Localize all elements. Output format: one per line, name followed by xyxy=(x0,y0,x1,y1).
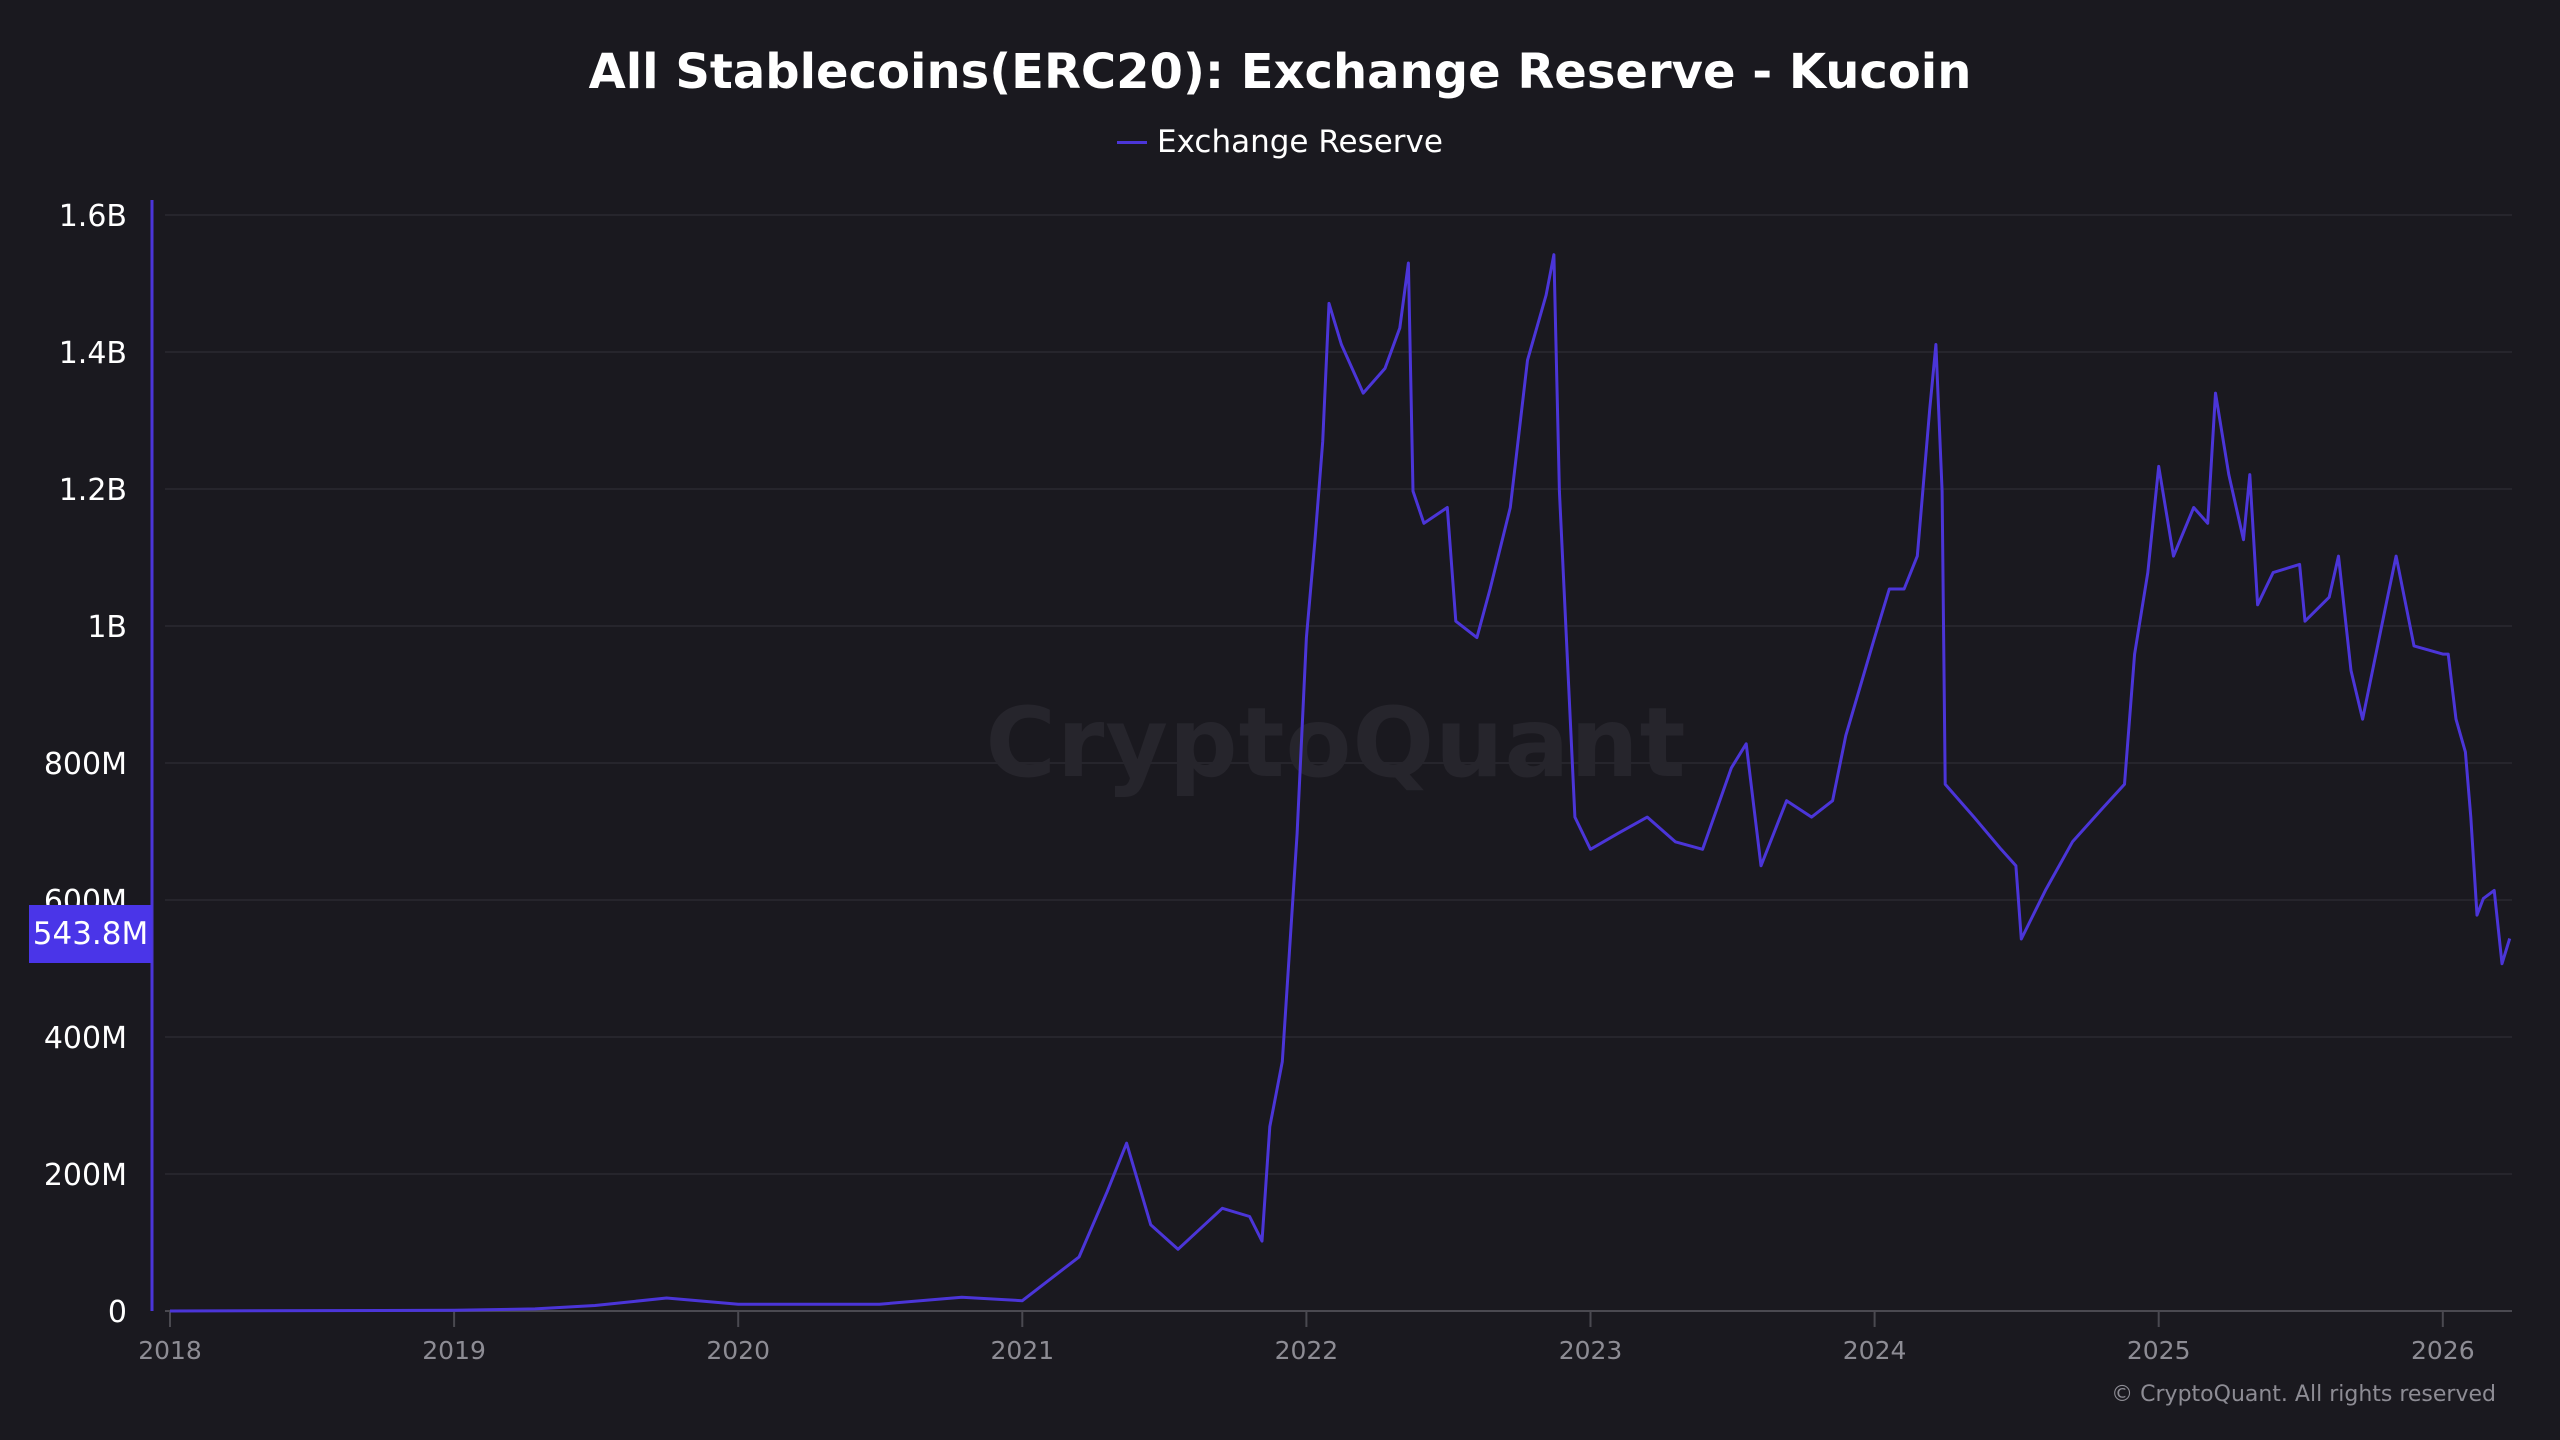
y-tick-label: 1.4B xyxy=(59,336,127,371)
x-tick-label: 2026 xyxy=(2411,1336,2475,1365)
y-tick-label: 1.6B xyxy=(59,199,127,234)
x-tick-label: 2019 xyxy=(422,1336,486,1365)
y-tick-label: 200M xyxy=(44,1158,127,1193)
x-tick-label: 2018 xyxy=(138,1336,202,1365)
x-tick-label: 2024 xyxy=(1843,1336,1907,1365)
last-value-label: 543.8M xyxy=(29,905,152,963)
x-tick-label: 2022 xyxy=(1275,1336,1339,1365)
y-tick-label: 0 xyxy=(108,1295,127,1330)
series-line-exchange-reserve xyxy=(169,253,2512,1313)
chart-title: All Stablecoins(ERC20): Exchange Reserve… xyxy=(588,44,1972,100)
x-tick-label: 2025 xyxy=(2127,1336,2191,1365)
y-tick-label: 800M xyxy=(44,747,127,782)
legend-swatch xyxy=(1117,140,1148,144)
legend-label[interactable]: Exchange Reserve xyxy=(1157,124,1443,160)
copyright: © CryptoQuant. All rights reserved xyxy=(2111,1382,2496,1407)
x-tick-label: 2023 xyxy=(1559,1336,1623,1365)
x-tick-label: 2020 xyxy=(706,1336,770,1365)
legend: Exchange Reserve xyxy=(0,124,2560,160)
y-tick-label: 400M xyxy=(44,1021,127,1056)
y-tick-label: 1B xyxy=(87,610,127,645)
y-tick-label: 1.2B xyxy=(59,473,127,508)
x-tick-label: 2021 xyxy=(990,1336,1054,1365)
